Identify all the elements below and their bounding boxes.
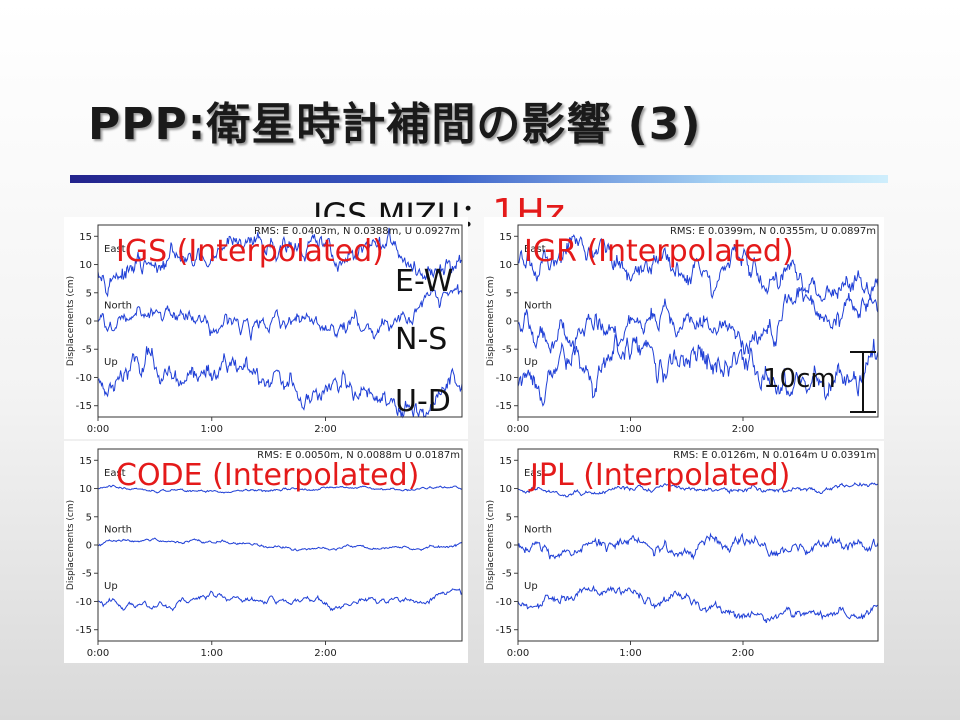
y-tick-label: 0	[506, 541, 512, 552]
y-tick-label: -5	[82, 569, 92, 580]
scale-bar	[850, 351, 876, 413]
series-label-east: East	[524, 244, 546, 255]
title-rule	[70, 175, 888, 183]
y-tick-label: -10	[496, 373, 512, 384]
series-label-east: East	[104, 244, 126, 255]
series-line-up	[97, 346, 463, 419]
series-line-north	[97, 284, 463, 341]
x-tick-label: 0:00	[87, 424, 109, 435]
y-tick-label: 10	[499, 484, 512, 495]
y-axis-label: Displacements (cm)	[486, 500, 496, 590]
x-tick-label: 0:00	[87, 648, 109, 659]
x-tick-label: 2:00	[732, 424, 754, 435]
series-label-up: Up	[104, 581, 118, 592]
panel-label-code: CODE (Interpolated)	[116, 458, 420, 493]
slide-title: PPP:衛星時計補間の影響 (3)	[88, 99, 702, 150]
series-label-east: East	[104, 468, 126, 479]
series-line-east	[517, 234, 879, 302]
x-tick-label: 1:00	[619, 424, 641, 435]
y-tick-label: 0	[86, 541, 92, 552]
y-tick-label: -10	[76, 597, 92, 608]
y-tick-label: 10	[499, 260, 512, 271]
y-tick-label: -15	[496, 625, 512, 636]
x-tick-label: 0:00	[507, 648, 529, 659]
panel-label-igr: IGR (Interpolated)	[524, 234, 794, 269]
series-label-north: North	[104, 525, 132, 536]
series-label-north: North	[524, 525, 552, 536]
x-tick-label: 1:00	[201, 648, 223, 659]
chart-panel-igr: 15 10 5 0 -5 -10 -15 0:00 1:00 2:00 Displacements …	[484, 217, 884, 439]
y-tick-label: -5	[82, 345, 92, 356]
x-tick-label: 2:00	[732, 648, 754, 659]
series-label-north: North	[524, 301, 552, 312]
x-tick-label: 2:00	[314, 424, 336, 435]
component-label-ew: E-W	[395, 264, 454, 299]
y-tick-label: 5	[506, 512, 512, 523]
y-tick-label: 0	[506, 317, 512, 328]
chart-svg: 15 10 5 0 -5 -10 -15 0:00 1:00 2:00 Displacements …	[66, 224, 463, 435]
y-tick-label: 15	[499, 456, 512, 467]
y-tick-label: 15	[499, 232, 512, 243]
chart-panel-igs: 15 10 5 0 -5 -10 -15 0:00 1:00 2:00 Displacements …	[64, 217, 468, 439]
series-label-north: North	[104, 301, 132, 312]
rms-text: RMS: E 0.0126m, N 0.0164m U 0.0391m	[673, 450, 876, 461]
series-line-up	[517, 333, 879, 407]
y-tick-label: -15	[76, 625, 92, 636]
series-label-up: Up	[104, 357, 118, 368]
y-axis-label: Displacements (cm)	[66, 276, 76, 366]
y-tick-label: 10	[79, 260, 92, 271]
component-label-ud: U-D	[395, 384, 451, 419]
plot-frame	[517, 448, 879, 642]
chart-svg: 15 10 5 0 -5 -10 -15 0:00 1:00 2:00 Displacements …	[486, 448, 879, 659]
y-tick-label: 0	[86, 317, 92, 328]
y-axis-label: Displacements (cm)	[66, 500, 76, 590]
y-tick-label: 15	[79, 456, 92, 467]
chart-panel-jpl: 15 10 5 0 -5 -10 -15 0:00 1:00 2:00 Displacements …	[484, 441, 884, 663]
series-line-east	[517, 482, 879, 498]
series-line-east	[97, 227, 463, 298]
series-label-up: Up	[524, 357, 538, 368]
series-line-east	[97, 484, 463, 494]
y-tick-label: -15	[496, 401, 512, 412]
rms-text: RMS: E 0.0050m, N 0.0088m U 0.0187m	[257, 450, 460, 461]
scale-label: 10cm	[763, 364, 836, 394]
y-tick-label: -5	[502, 569, 512, 580]
component-label-ns: N-S	[395, 322, 448, 357]
plot-frame	[97, 224, 463, 418]
y-tick-label: 15	[79, 232, 92, 243]
rms-text: RMS: E 0.0403m, N 0.0388m, U 0.0927m	[254, 226, 460, 237]
series-line-north	[517, 286, 879, 355]
series-line-up	[97, 588, 463, 612]
series-label-up: Up	[524, 581, 538, 592]
rms-text: RMS: E 0.0399m, N 0.0355m, U 0.0897m	[670, 226, 876, 237]
series-line-north	[97, 537, 463, 552]
chart-svg: 15 10 5 0 -5 -10 -15 0:00 1:00 2:00 Displacements …	[486, 224, 879, 435]
y-tick-label: 5	[86, 288, 92, 299]
series-line-up	[517, 584, 879, 624]
y-tick-label: -15	[76, 401, 92, 412]
y-axis-label: Displacements (cm)	[486, 276, 496, 366]
y-tick-label: -5	[502, 345, 512, 356]
x-tick-label: 0:00	[507, 424, 529, 435]
y-tick-label: 5	[506, 288, 512, 299]
series-line-north	[517, 532, 879, 561]
plot-frame	[97, 448, 463, 642]
y-tick-label: -10	[76, 373, 92, 384]
x-tick-label: 1:00	[619, 648, 641, 659]
y-tick-label: 5	[86, 512, 92, 523]
y-tick-label: 10	[79, 484, 92, 495]
panel-label-igs: IGS (Interpolated)	[116, 234, 384, 269]
chart-panel-code: 15 10 5 0 -5 -10 -15 0:00 1:00 2:00 Displacements …	[64, 441, 468, 663]
chart-svg: 15 10 5 0 -5 -10 -15 0:00 1:00 2:00 Displacements …	[66, 448, 463, 659]
y-tick-label: -10	[496, 597, 512, 608]
plot-frame	[517, 224, 879, 418]
x-tick-label: 1:00	[201, 424, 223, 435]
series-label-east: East	[524, 468, 546, 479]
panel-label-jpl: JPL (Interpolated)	[530, 458, 791, 493]
x-tick-label: 2:00	[314, 648, 336, 659]
